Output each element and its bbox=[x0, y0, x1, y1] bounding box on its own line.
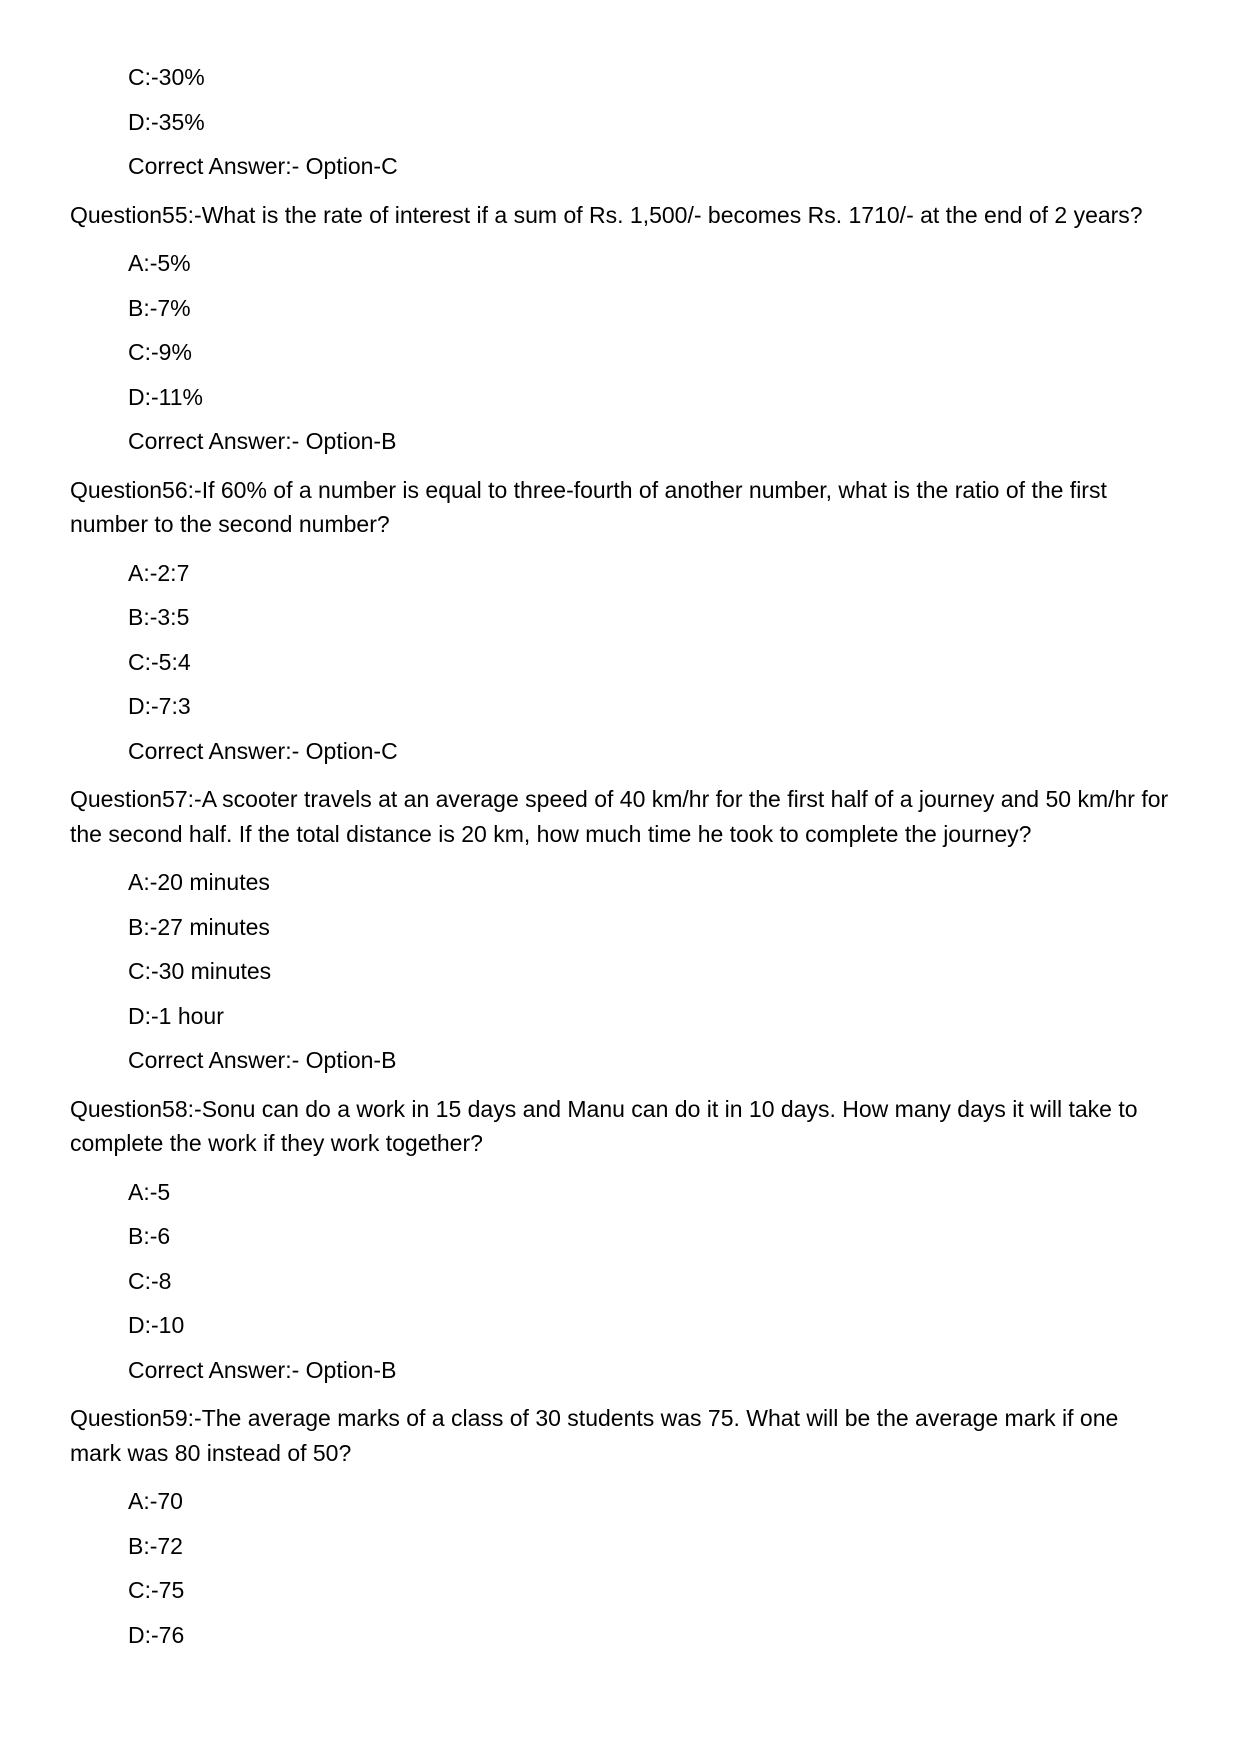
option-a: A:-5% bbox=[128, 246, 1172, 281]
option-a: A:-20 minutes bbox=[128, 865, 1172, 900]
correct-answer: Correct Answer:- Option-B bbox=[128, 1353, 1172, 1388]
option-d: D:-7:3 bbox=[128, 689, 1172, 724]
option-a: A:-5 bbox=[128, 1175, 1172, 1210]
option-b: B:-6 bbox=[128, 1219, 1172, 1254]
option-c: C:-9% bbox=[128, 335, 1172, 370]
option-b: B:-27 minutes bbox=[128, 910, 1172, 945]
option-b: B:-7% bbox=[128, 291, 1172, 326]
option-b: B:-3:5 bbox=[128, 600, 1172, 635]
correct-answer: Correct Answer:- Option-C bbox=[128, 734, 1172, 769]
question-55: Question55:-What is the rate of interest… bbox=[70, 198, 1172, 233]
option-a: A:-70 bbox=[128, 1484, 1172, 1519]
question-59: Question59:-The average marks of a class… bbox=[70, 1401, 1172, 1470]
correct-answer: Correct Answer:- Option-C bbox=[128, 149, 1172, 184]
option-d: D:-11% bbox=[128, 380, 1172, 415]
question-58: Question58:-Sonu can do a work in 15 day… bbox=[70, 1092, 1172, 1161]
option-d: D:-1 hour bbox=[128, 999, 1172, 1034]
option-a: A:-2:7 bbox=[128, 556, 1172, 591]
option-c: C:-30 minutes bbox=[128, 954, 1172, 989]
question-57: Question57:-A scooter travels at an aver… bbox=[70, 782, 1172, 851]
correct-answer: Correct Answer:- Option-B bbox=[128, 424, 1172, 459]
correct-answer: Correct Answer:- Option-B bbox=[128, 1043, 1172, 1078]
option-c: C:-75 bbox=[128, 1573, 1172, 1608]
option-d: D:-10 bbox=[128, 1308, 1172, 1343]
option-d: D:-76 bbox=[128, 1618, 1172, 1653]
option-d: D:-35% bbox=[128, 105, 1172, 140]
option-c: C:-30% bbox=[128, 60, 1172, 95]
option-c: C:-5:4 bbox=[128, 645, 1172, 680]
question-56: Question56:-If 60% of a number is equal … bbox=[70, 473, 1172, 542]
option-b: B:-72 bbox=[128, 1529, 1172, 1564]
option-c: C:-8 bbox=[128, 1264, 1172, 1299]
